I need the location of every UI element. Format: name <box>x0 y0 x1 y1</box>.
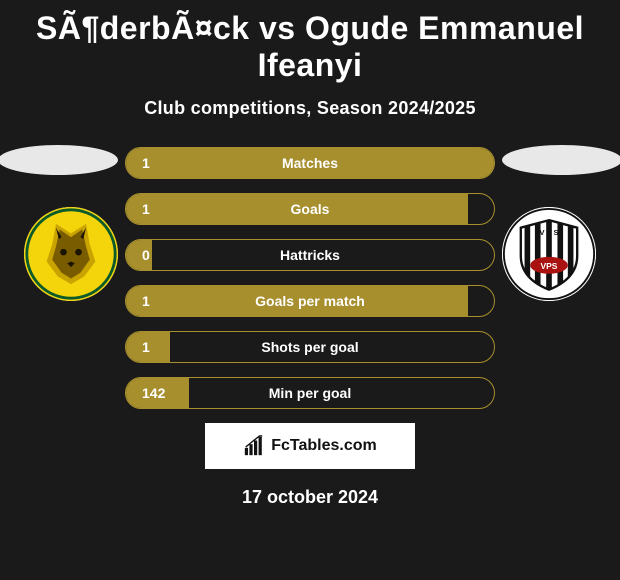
stat-value-left: 1 <box>142 155 150 171</box>
attribution-text: FcTables.com <box>271 437 377 455</box>
team-logo-right: VPS V P S <box>502 207 596 301</box>
stat-label: Goals per match <box>255 293 365 309</box>
stat-value-left: 1 <box>142 339 150 355</box>
stat-label: Min per goal <box>269 385 351 401</box>
attribution-badge: FcTables.com <box>205 423 415 469</box>
stat-row: 142 Min per goal <box>125 377 495 409</box>
svg-text:V P S: V P S <box>539 228 558 237</box>
date-label: 17 october 2024 <box>0 487 620 508</box>
stat-value-left: 0 <box>142 247 150 263</box>
stat-value-left: 1 <box>142 201 150 217</box>
svg-text:VPS: VPS <box>541 261 558 271</box>
page-subtitle: Club competitions, Season 2024/2025 <box>0 98 620 119</box>
stat-label: Hattricks <box>280 247 340 263</box>
stat-row: 1 Goals per match <box>125 285 495 317</box>
stat-value-left: 1 <box>142 293 150 309</box>
stat-label: Matches <box>282 155 338 171</box>
stat-row: 1 Shots per goal <box>125 331 495 363</box>
stat-row: 1 Goals <box>125 193 495 225</box>
stat-value-left: 142 <box>142 385 165 401</box>
stats-list: 1 Matches 1 Goals 0 Hattricks 1 Goals per match… <box>125 147 495 409</box>
stat-row: 1 Matches <box>125 147 495 179</box>
stat-label: Shots per goal <box>261 339 358 355</box>
stat-label: Goals <box>291 201 330 217</box>
team-logo-left <box>24 207 118 301</box>
comparison-area: VPS V P S 1 Matches 1 Goals 0 Hattricks 1 Goals… <box>0 147 620 508</box>
ellipse-right <box>502 145 620 175</box>
fctables-icon <box>243 435 265 457</box>
stat-row: 0 Hattricks <box>125 239 495 271</box>
page-title: SÃ¶derbÃ¤ck vs Ogude Emmanuel Ifeanyi <box>0 0 620 84</box>
ellipse-left <box>0 145 118 175</box>
